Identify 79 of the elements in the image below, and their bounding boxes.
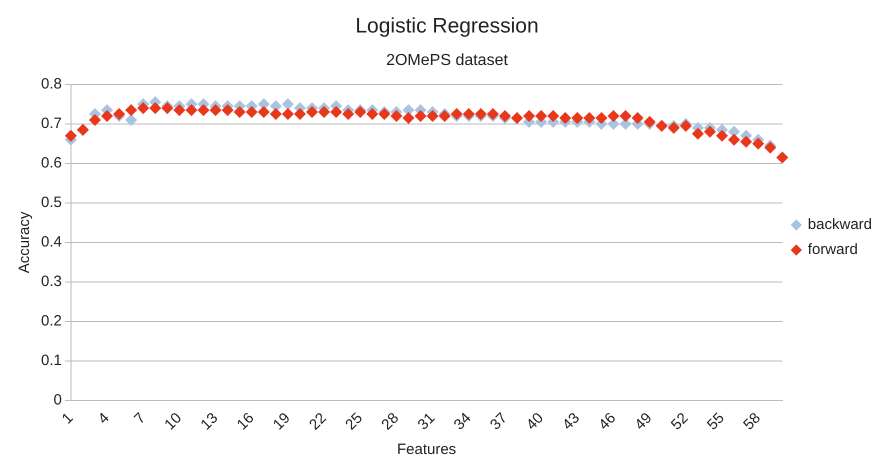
- point: [137, 102, 150, 114]
- point: [197, 104, 210, 116]
- point: [330, 106, 342, 118]
- point: [125, 104, 138, 116]
- x-tick-label: 13: [197, 410, 222, 434]
- point: [716, 130, 728, 142]
- legend-label: backward: [808, 216, 872, 234]
- x-tick-label: 25: [342, 410, 366, 434]
- y-axis-title: Accuracy: [16, 211, 34, 274]
- x-tick-label: 7: [131, 410, 149, 428]
- chart-subtitle: 2OMePS dataset: [386, 52, 508, 70]
- point: [704, 126, 716, 138]
- x-tick-label: 46: [595, 410, 620, 434]
- point: [210, 104, 222, 116]
- point: [234, 106, 246, 118]
- y-tick-label: 0.1: [40, 352, 62, 370]
- x-tick-label: 34: [450, 410, 475, 434]
- x-tick-label: 37: [486, 410, 511, 434]
- point: [64, 130, 77, 142]
- x-tick-label: 40: [523, 410, 547, 434]
- point: [547, 110, 560, 122]
- point: [632, 112, 644, 124]
- point: [318, 106, 330, 118]
- x-tick-label: 43: [559, 410, 584, 434]
- point: [535, 110, 548, 122]
- point: [366, 108, 378, 120]
- y-tick-label: 0.8: [40, 76, 62, 93]
- y-tick-label: 0.3: [40, 273, 62, 290]
- point: [740, 136, 752, 148]
- point: [282, 108, 294, 120]
- x-tick-label: 22: [306, 410, 330, 434]
- x-tick-label: 1: [58, 410, 77, 428]
- x-axis-title: Features: [396, 441, 456, 458]
- point: [88, 114, 101, 126]
- point: [258, 106, 270, 118]
- point: [282, 98, 294, 110]
- x-tick-label: 58: [740, 410, 764, 434]
- point: [571, 112, 584, 124]
- x-tick-label: 52: [668, 410, 692, 434]
- x-tick-label: 49: [632, 410, 656, 434]
- x-tick-label: 19: [270, 410, 294, 434]
- x-tick-label: 16: [234, 410, 258, 434]
- y-tick-label: 0.6: [40, 154, 62, 172]
- point: [523, 110, 536, 122]
- point: [270, 108, 282, 120]
- x-tick-label: 31: [414, 410, 438, 434]
- y-tick-label: 0.4: [40, 234, 62, 251]
- y-tick-label: 0.5: [40, 194, 62, 212]
- point: [101, 110, 114, 122]
- point: [426, 110, 439, 122]
- point: [692, 128, 704, 140]
- point: [414, 110, 427, 122]
- x-tick-label: 10: [161, 410, 186, 434]
- point: [583, 112, 596, 124]
- point: [306, 106, 318, 118]
- x-tick-label: 55: [704, 410, 728, 434]
- y-tick-label: 0.7: [40, 115, 62, 132]
- point: [125, 114, 138, 126]
- legend-label: forward: [808, 241, 858, 258]
- point: [402, 112, 414, 124]
- point: [149, 102, 162, 114]
- y-tick-label: 0: [54, 392, 62, 409]
- point: [728, 134, 740, 146]
- point: [559, 112, 572, 124]
- point: [185, 104, 198, 116]
- point: [342, 108, 354, 120]
- chart-title: Logistic Regression: [355, 14, 539, 38]
- x-tick-label: 4: [94, 410, 113, 428]
- x-tick-label: 28: [378, 410, 402, 434]
- point: [246, 106, 258, 118]
- point: [173, 104, 186, 116]
- point: [595, 112, 608, 124]
- y-tick-label: 0.2: [40, 312, 62, 330]
- point: [294, 108, 306, 120]
- point: [607, 110, 620, 122]
- point: [620, 110, 632, 122]
- point: [752, 138, 764, 150]
- point: [390, 110, 402, 122]
- point: [222, 104, 234, 116]
